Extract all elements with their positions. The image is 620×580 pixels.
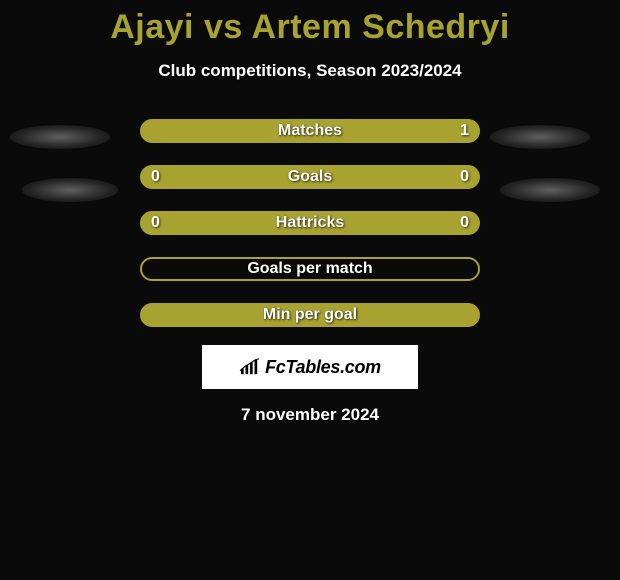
shadow-ellipse: [490, 125, 590, 149]
stat-value-right: 1: [460, 122, 469, 140]
stat-bar: Goals per match: [140, 257, 480, 281]
bar-chart-icon: [239, 358, 261, 376]
shadow-ellipse: [22, 178, 118, 202]
stat-value-left: 0: [151, 214, 160, 232]
stat-value-right: 0: [460, 214, 469, 232]
stat-value-left: 0: [151, 168, 160, 186]
logo-box: FcTables.com: [202, 345, 418, 389]
stat-label: Goals per match: [247, 260, 372, 278]
page-title: Ajayi vs Artem Schedryi: [0, 0, 620, 47]
date-line: 7 november 2024: [0, 405, 620, 425]
logo-text: FcTables.com: [265, 357, 381, 378]
stat-label: Goals: [288, 168, 332, 186]
subtitle: Club competitions, Season 2023/2024: [0, 61, 620, 81]
stat-value-right: 0: [460, 168, 469, 186]
stats-area: Matches 1 Goals 0 0 Hattricks 0 0 Goals per matc…: [0, 119, 620, 327]
shadow-ellipse: [500, 178, 600, 202]
stat-label: Matches: [278, 122, 342, 140]
stat-bar: Min per goal: [140, 303, 480, 327]
stat-bar: Hattricks 0 0: [140, 211, 480, 235]
stat-bar: Matches 1: [140, 119, 480, 143]
shadow-ellipse: [10, 125, 110, 149]
stat-label: Min per goal: [263, 306, 357, 324]
stat-bar: Goals 0 0: [140, 165, 480, 189]
stat-label: Hattricks: [276, 214, 344, 232]
